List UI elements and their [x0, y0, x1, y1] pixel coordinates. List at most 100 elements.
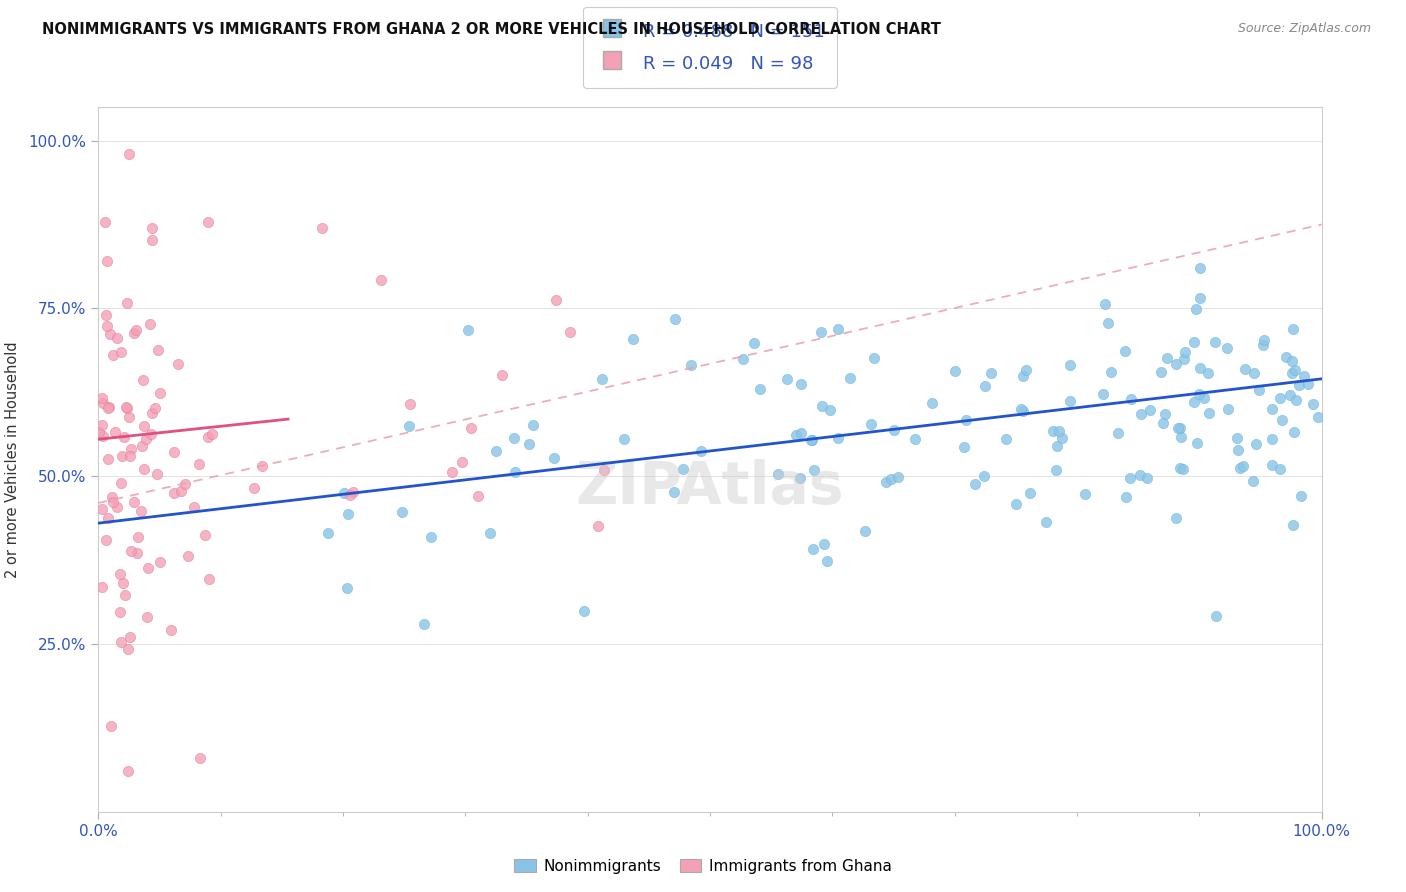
- Point: [613, 432, 636, 446]
- Point: [955, 413, 977, 427]
- Point: [690, 443, 713, 458]
- Point: [742, 335, 765, 350]
- Point: [146, 343, 169, 358]
- Point: [818, 403, 841, 417]
- Point: [146, 467, 169, 481]
- Point: [333, 486, 356, 500]
- Point: [1198, 406, 1220, 420]
- Point: [574, 604, 596, 618]
- Point: [1171, 462, 1194, 476]
- Point: [973, 379, 995, 393]
- Point: [801, 541, 824, 556]
- Point: [1047, 424, 1070, 438]
- Point: [398, 419, 420, 434]
- Point: [112, 430, 135, 444]
- Point: [94, 533, 117, 548]
- Point: [1156, 351, 1178, 365]
- Point: [1249, 383, 1271, 397]
- Point: [546, 293, 568, 308]
- Point: [1251, 338, 1274, 352]
- Point: [1130, 407, 1153, 421]
- Point: [117, 641, 139, 656]
- Point: [197, 215, 219, 229]
- Point: [1275, 351, 1298, 365]
- Point: [451, 455, 474, 469]
- Point: [664, 311, 686, 326]
- Point: [839, 371, 862, 385]
- Point: [457, 323, 479, 337]
- Point: [1185, 436, 1208, 450]
- Point: [311, 220, 333, 235]
- Point: [776, 372, 799, 386]
- Point: [93, 215, 115, 229]
- Point: [1010, 402, 1032, 417]
- Point: [1168, 461, 1191, 475]
- Point: [96, 318, 118, 333]
- Point: [503, 465, 526, 479]
- Point: [105, 331, 128, 345]
- Point: [135, 610, 157, 624]
- Point: [1204, 334, 1226, 349]
- Point: [1092, 387, 1115, 401]
- Point: [143, 401, 166, 415]
- Point: [91, 429, 114, 443]
- Point: [339, 488, 361, 502]
- Point: [1268, 392, 1291, 406]
- Point: [875, 475, 897, 490]
- Point: [1129, 468, 1152, 483]
- Point: [1188, 361, 1211, 376]
- Point: [1225, 431, 1247, 445]
- Point: [1059, 358, 1081, 372]
- Point: [122, 494, 145, 508]
- Point: [1192, 391, 1215, 405]
- Point: [118, 450, 141, 464]
- Point: [1278, 388, 1301, 402]
- Point: [93, 396, 115, 410]
- Point: [1188, 387, 1211, 401]
- Point: [110, 345, 132, 359]
- Point: [134, 462, 156, 476]
- Point: [110, 635, 132, 649]
- Point: [621, 332, 644, 346]
- Point: [97, 451, 120, 466]
- Point: [1271, 413, 1294, 427]
- Point: [1059, 394, 1081, 409]
- Point: [1154, 407, 1177, 421]
- Point: [370, 272, 392, 286]
- Point: [1285, 393, 1308, 408]
- Point: [592, 463, 614, 477]
- Point: [1099, 365, 1122, 379]
- Point: [96, 254, 118, 268]
- Point: [135, 432, 157, 446]
- Point: [111, 576, 134, 591]
- Point: [1042, 424, 1064, 438]
- Point: [1288, 378, 1310, 392]
- Point: [1216, 402, 1239, 417]
- Point: [115, 295, 138, 310]
- Point: [1229, 461, 1251, 475]
- Point: [1164, 357, 1187, 371]
- Point: [1284, 363, 1306, 377]
- Point: [586, 518, 609, 533]
- Point: [173, 477, 195, 491]
- Point: [132, 373, 155, 387]
- Point: [1289, 489, 1312, 503]
- Point: [785, 428, 807, 442]
- Point: [1050, 431, 1073, 445]
- Point: [1243, 366, 1265, 380]
- Point: [127, 546, 149, 560]
- Point: [1019, 486, 1042, 500]
- Point: [789, 377, 811, 392]
- Point: [194, 528, 217, 542]
- Point: [104, 425, 127, 439]
- Point: [460, 421, 482, 435]
- Point: [1282, 322, 1305, 336]
- Point: [827, 431, 849, 445]
- Point: [141, 233, 163, 247]
- Point: [337, 507, 360, 521]
- Point: [1261, 458, 1284, 473]
- Point: [1115, 490, 1137, 504]
- Point: [766, 467, 789, 481]
- Point: [1164, 510, 1187, 524]
- Point: [342, 484, 364, 499]
